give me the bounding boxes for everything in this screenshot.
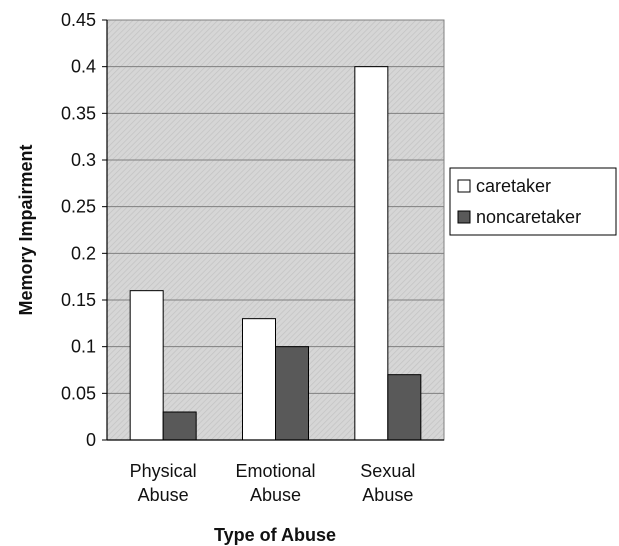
y-tick-label: 0.25 xyxy=(61,197,96,217)
legend-label-noncaretaker: noncaretaker xyxy=(476,207,581,227)
x-axis-category-labels: Physical Abuse Emotional Abuse Sexual Abuse xyxy=(130,461,416,505)
legend-swatch-caretaker xyxy=(457,179,471,193)
bars xyxy=(129,66,422,441)
legend-swatch-noncaretaker xyxy=(457,210,471,224)
bar-caretaker xyxy=(129,290,164,441)
y-tick-label: 0.15 xyxy=(61,290,96,310)
x-tick-label: Abuse xyxy=(250,485,301,505)
y-tick-label: 0 xyxy=(86,430,96,450)
legend: caretaker noncaretaker xyxy=(449,167,617,236)
x-tick-label: Abuse xyxy=(362,485,413,505)
y-tick-label: 0.2 xyxy=(71,243,96,263)
y-tick-label: 0.45 xyxy=(61,10,96,30)
y-axis-ticks: 0 0.05 0.1 0.15 0.2 0.25 0.3 0.35 0.4 0.45 xyxy=(61,10,107,450)
legend-label-caretaker: caretaker xyxy=(476,176,551,196)
x-tick-label: Emotional xyxy=(235,461,315,481)
bar-noncaretaker xyxy=(387,374,422,441)
bar-noncaretaker xyxy=(275,346,309,441)
y-tick-label: 0.05 xyxy=(61,383,96,403)
y-axis-title: Memory Impairment xyxy=(16,144,36,315)
x-tick-label: Sexual xyxy=(360,461,415,481)
bar-caretaker xyxy=(354,66,389,441)
x-axis-title: Type of Abuse xyxy=(214,525,336,545)
x-tick-label: Physical xyxy=(130,461,197,481)
legend-box xyxy=(449,167,617,236)
y-tick-label: 0.3 xyxy=(71,150,96,170)
y-tick-label: 0.1 xyxy=(71,337,96,357)
x-tick-label: Abuse xyxy=(138,485,189,505)
y-tick-label: 0.4 xyxy=(71,57,96,77)
bar-noncaretaker xyxy=(162,411,197,441)
y-tick-label: 0.35 xyxy=(61,103,96,123)
bar-caretaker xyxy=(242,318,276,441)
